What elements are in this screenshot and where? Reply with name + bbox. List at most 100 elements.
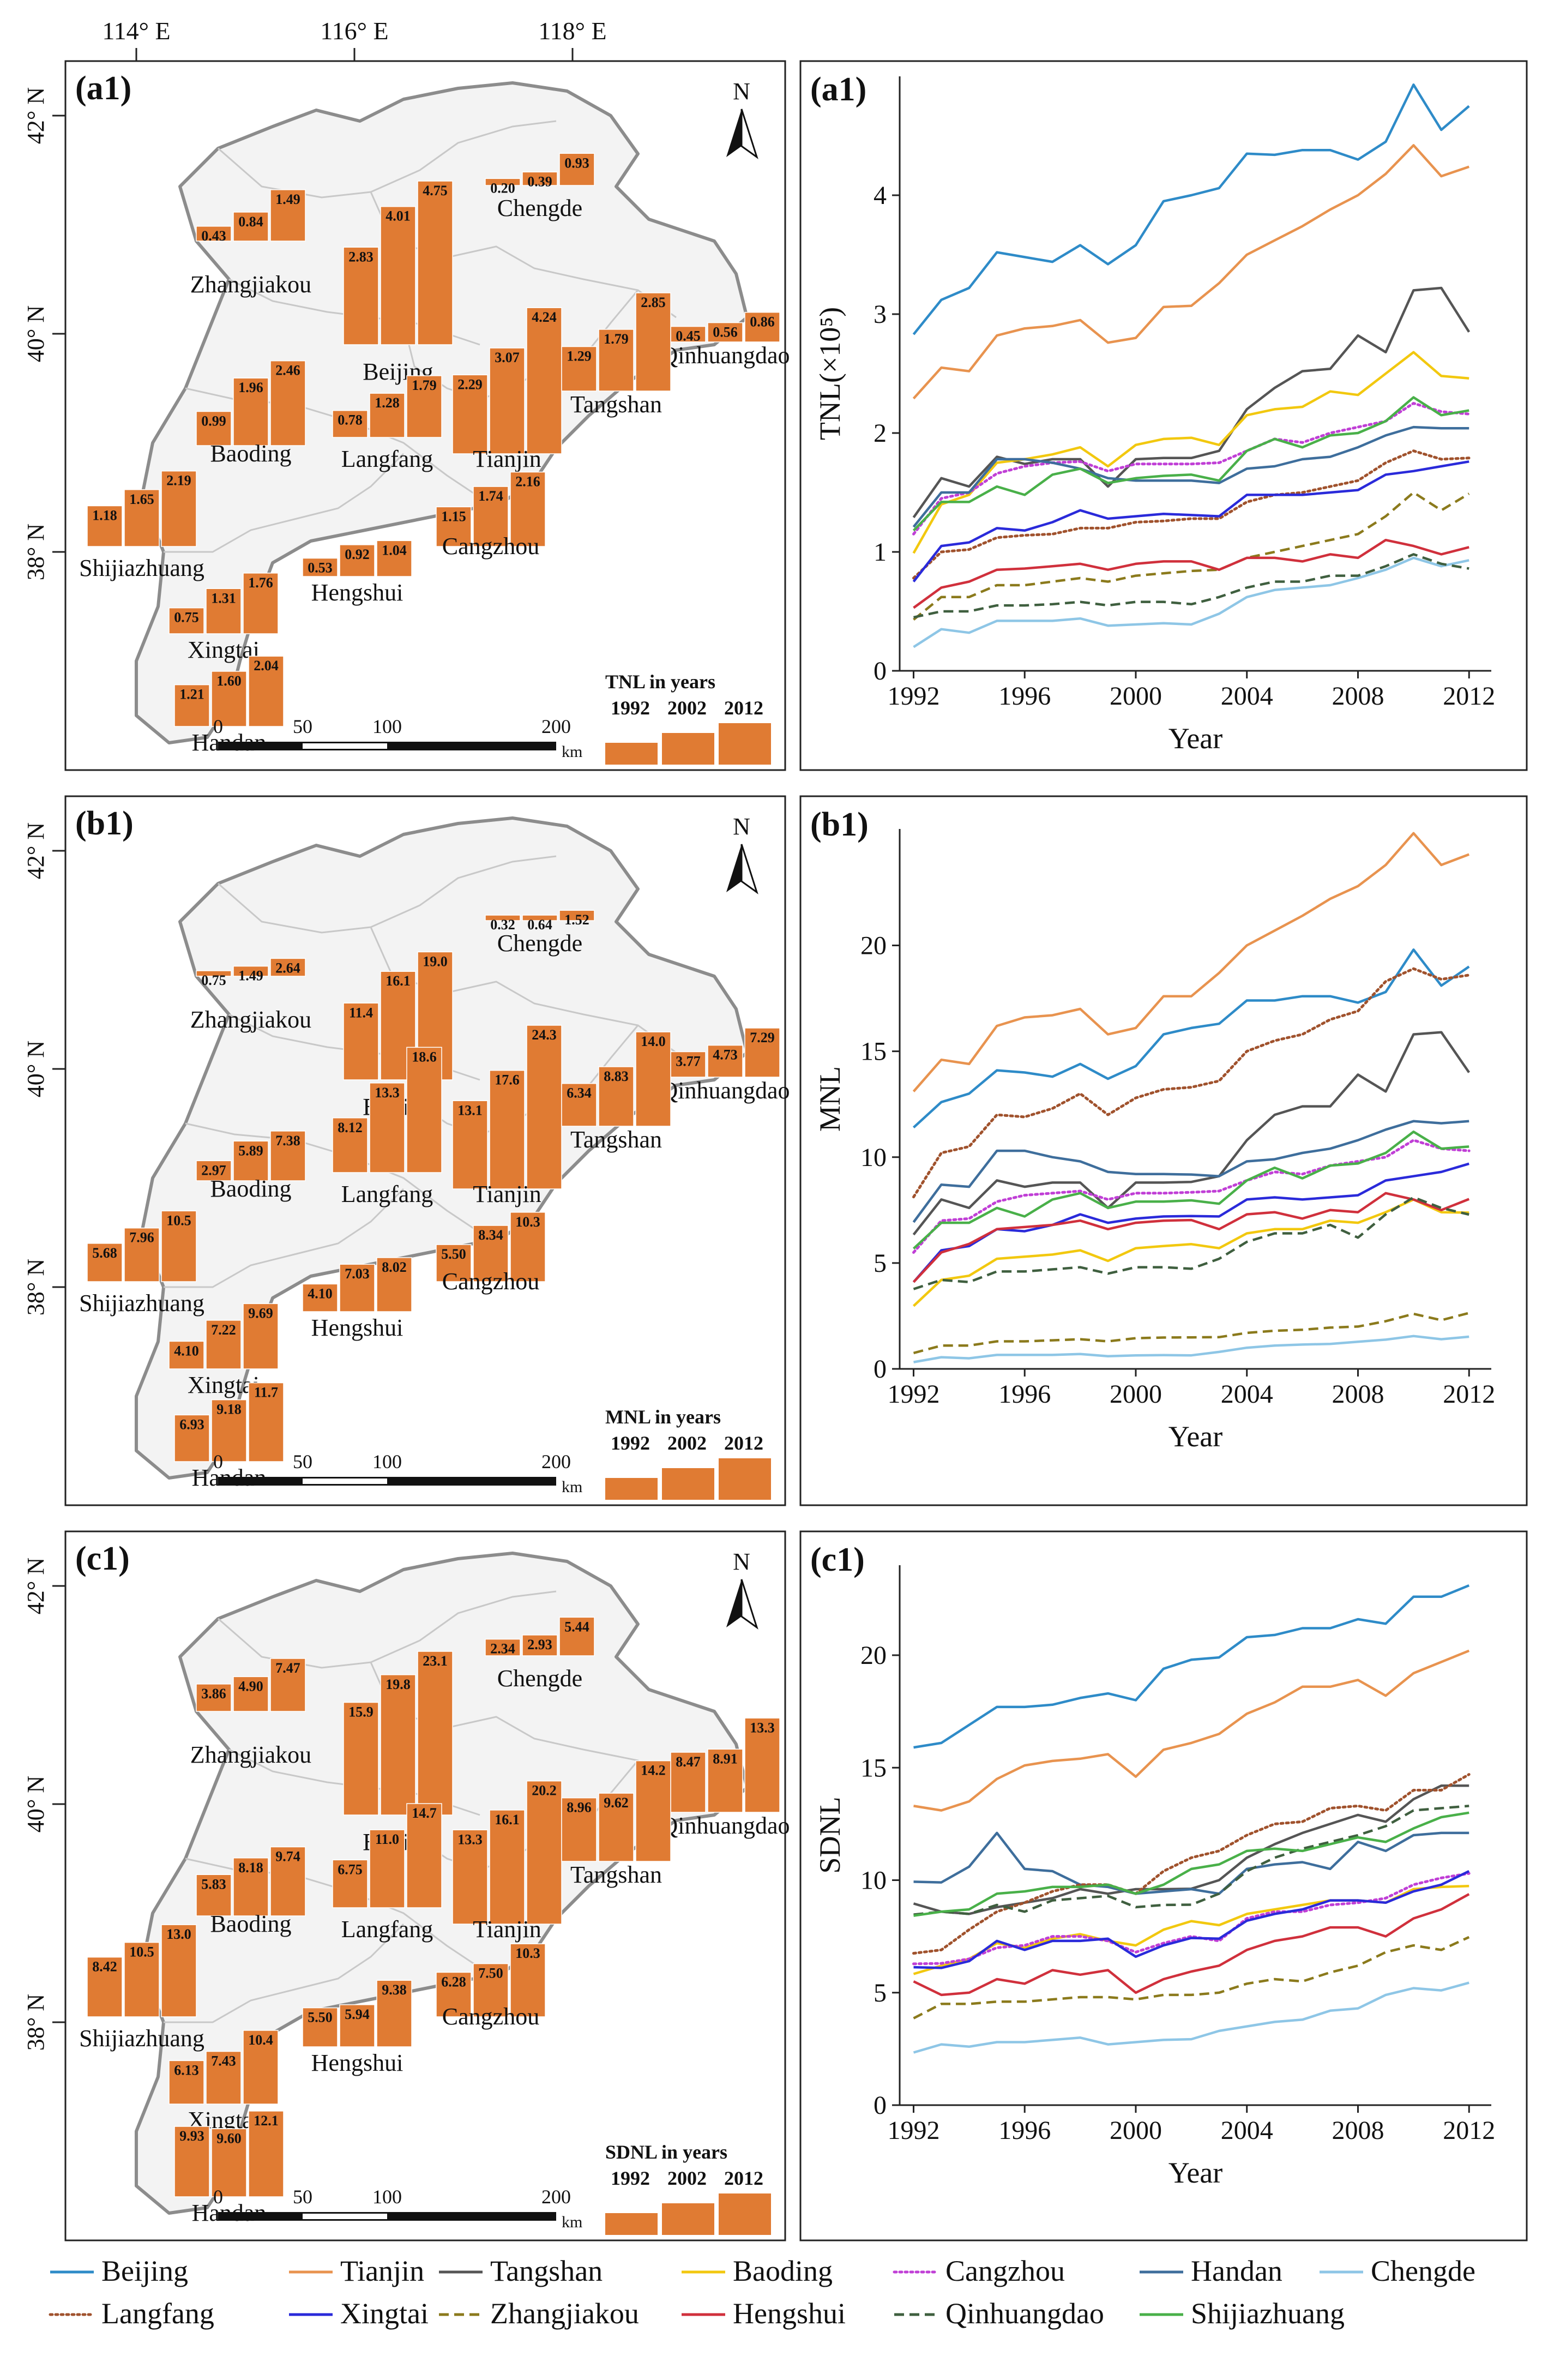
city-bar-value: 9.69 (248, 1305, 273, 1321)
scale-unit: km (562, 1478, 582, 1496)
city-bar (406, 1803, 442, 1908)
city-bar (343, 1002, 379, 1080)
city-name-label: Shijiazhuang (79, 1290, 204, 1317)
city-bar (302, 1283, 338, 1312)
city-bar (339, 544, 375, 577)
north-arrow-icon (726, 1579, 742, 1627)
city-bar (635, 292, 671, 392)
map-legend-bar (605, 743, 658, 765)
city-bar-value: 7.29 (750, 1030, 775, 1045)
y-tick-label: 20 (860, 931, 887, 960)
series-line-tangshan (912, 1031, 1471, 1236)
map-legend-bar (605, 1478, 658, 1500)
city-bar-value: 8.42 (92, 1959, 117, 1975)
series-line-handan (912, 1120, 1469, 1223)
city-bar-value: 1.52 (564, 912, 589, 928)
city-bar-value: 14.0 (641, 1033, 666, 1049)
city-bar (489, 1069, 525, 1189)
y-axis-title: MNL (814, 1066, 846, 1132)
scale-tick-label: 0 (213, 1451, 223, 1473)
city-name-label: Baoding (210, 440, 291, 467)
chart-frame (799, 60, 1528, 771)
city-bar-value: 16.1 (495, 1812, 520, 1828)
city-bar-value: 5.44 (564, 1619, 589, 1634)
city-bar (168, 1341, 204, 1369)
city-bar (406, 375, 442, 438)
city-name-label: Zhangjiakou (190, 1741, 311, 1768)
city-bar-value: 2.16 (515, 474, 540, 490)
city-bar (369, 1829, 405, 1908)
series-line-beijing (913, 1584, 1470, 1749)
city-bar (473, 1225, 509, 1282)
city-bar (243, 2030, 279, 2105)
city-bar (489, 347, 525, 454)
city-bar (559, 1616, 595, 1656)
series-line-chengde (913, 1335, 1469, 1363)
series-line-hengshui (912, 1192, 1470, 1283)
city-name-label: Xingtai (188, 1372, 260, 1398)
city-bar (598, 329, 634, 392)
city-bar-value: 6.13 (174, 2062, 199, 2078)
city-bar (489, 1810, 525, 1925)
city-bar (174, 2126, 210, 2197)
city-bar-value: 8.91 (713, 1751, 738, 1766)
city-bar (485, 1638, 521, 1656)
city-bar (161, 1210, 197, 1282)
panel-label: (b1) (810, 806, 869, 843)
city-bar (243, 573, 279, 634)
series-line-xingtai (912, 1162, 1469, 1283)
series-line-tianjin (913, 1649, 1470, 1812)
scale-tick-label: 50 (293, 2186, 312, 2208)
city-bar-value: 2.34 (490, 1641, 515, 1657)
city-bar-value: 4.24 (532, 309, 557, 325)
series-line-tianjin (912, 832, 1470, 1092)
city-bar-value: 7.22 (211, 1322, 236, 1338)
city-bar (302, 2007, 338, 2047)
city-bar (598, 1793, 634, 1862)
x-tick-label: 1996 (998, 2116, 1051, 2145)
city-bar-value: 6.28 (441, 1974, 466, 1990)
y-tick-label: 0 (874, 1355, 887, 1384)
city-bar-value: 24.3 (532, 1027, 557, 1043)
city-bar-value: 2.85 (641, 295, 666, 310)
y-tick-label: 10 (860, 1866, 887, 1895)
city-bar (233, 212, 269, 242)
city-bar-value: 14.2 (641, 1763, 666, 1778)
city-bar-value: 7.43 (211, 2053, 236, 2069)
city-bar-value: 19.8 (386, 1676, 411, 1692)
map-legend-year: 2012 (724, 1432, 763, 1454)
series-line-langfang (912, 449, 1471, 580)
map-legend-year: 2012 (724, 697, 763, 719)
city-bar-value: 0.84 (238, 214, 263, 230)
lat-tick-label: 42° N (22, 1558, 49, 1614)
city-bar (87, 505, 123, 547)
map-legend-bar (662, 1468, 714, 1500)
city-bar (211, 1399, 247, 1462)
city-name-label: Qinhuangdao (660, 342, 790, 369)
city-bar (436, 1244, 472, 1282)
city-bar-value: 5.68 (92, 1245, 117, 1261)
city-bar (174, 1414, 210, 1462)
x-tick-label: 2000 (1110, 682, 1162, 711)
city-bar (270, 1846, 306, 1916)
legend-label: Zhangjiakou (490, 2297, 639, 2330)
city-bar-value: 1.18 (92, 507, 117, 523)
city-bar-value: 19.0 (423, 953, 448, 969)
city-bar (248, 1382, 284, 1462)
legend-label: Xingtai (340, 2297, 429, 2330)
city-bar (744, 311, 780, 342)
city-bar-value: 7.47 (275, 1660, 300, 1676)
city-bar-value: 13.1 (457, 1102, 483, 1118)
series-line-xingtai (913, 1870, 1470, 1969)
city-bar-value: 2.64 (275, 960, 300, 976)
city-bar (343, 1702, 379, 1816)
city-bar-value: 5.50 (308, 2010, 333, 2026)
panel-label: (b1) (75, 805, 134, 842)
city-bar (196, 970, 232, 977)
city-bar-value: 9.74 (275, 1849, 300, 1865)
scale-bar-segment (303, 1479, 387, 1484)
x-tick-label: 2008 (1332, 2116, 1384, 2145)
city-bar (248, 656, 284, 727)
series-line-hengshui (913, 538, 1469, 609)
